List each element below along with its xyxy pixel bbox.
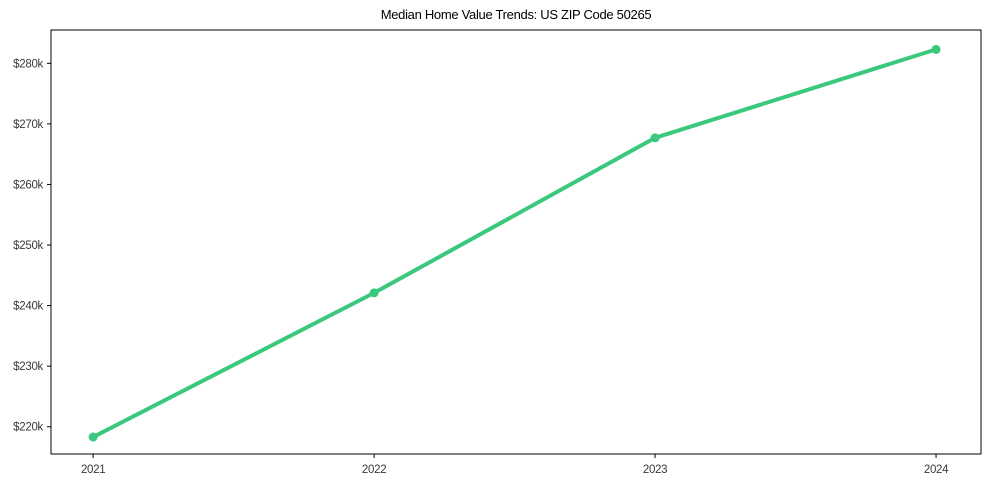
y-tick-label: $260k — [13, 179, 43, 191]
data-point-marker — [931, 44, 941, 54]
y-tick-label: $230k — [13, 361, 43, 373]
y-tick-label: $270k — [13, 119, 43, 131]
trend-line — [91, 47, 939, 440]
y-tick-label: $240k — [13, 301, 43, 313]
plot-border — [50, 29, 982, 455]
y-tick-label: $280k — [13, 58, 43, 70]
x-tick-label: 2021 — [81, 464, 105, 476]
x-tick-label: 2023 — [643, 464, 667, 476]
y-tick-label: $220k — [13, 422, 43, 434]
y-tick-label: $250k — [13, 240, 43, 252]
data-point-marker — [650, 133, 660, 143]
x-tick-label: 2022 — [362, 464, 386, 476]
data-point-marker — [88, 432, 98, 442]
chart-title: Median Home Value Trends: US ZIP Code 50… — [380, 7, 652, 22]
data-point-marker — [369, 288, 379, 298]
x-tick-label: 2024 — [924, 464, 949, 476]
